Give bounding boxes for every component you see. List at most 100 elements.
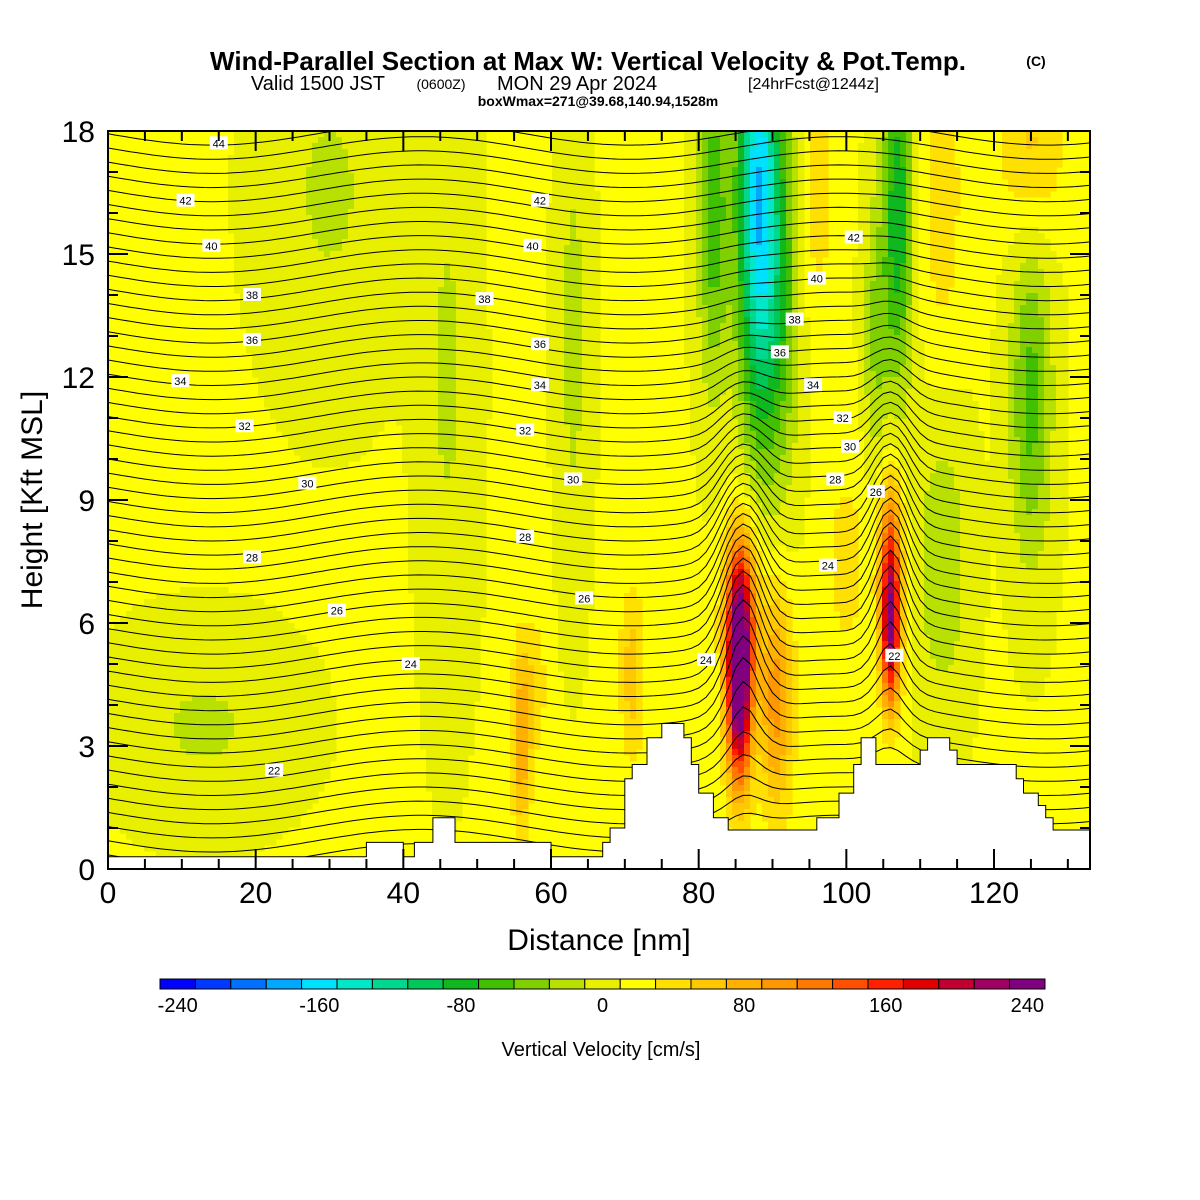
w-cell: [426, 695, 433, 702]
w-cell: [246, 149, 253, 156]
w-cell: [264, 719, 271, 726]
w-cell: [420, 137, 427, 144]
w-cell: [420, 251, 427, 258]
w-cell: [156, 629, 163, 636]
w-cell: [114, 731, 121, 738]
w-cell: [552, 179, 559, 186]
w-cell: [126, 707, 133, 714]
w-cell: [264, 623, 271, 630]
w-cell: [234, 137, 241, 144]
w-cell: [438, 449, 445, 456]
w-cell: [366, 329, 373, 336]
w-cell: [240, 755, 247, 762]
w-cell: [432, 161, 439, 168]
w-cell: [294, 179, 301, 186]
w-cell: [168, 827, 175, 834]
w-cell: [486, 347, 493, 354]
w-cell: [258, 617, 265, 624]
w-cell: [462, 359, 469, 366]
w-cell: [456, 209, 463, 216]
w-cell: [234, 635, 241, 642]
w-cell: [306, 263, 313, 270]
w-cell: [318, 269, 325, 276]
w-cell: [366, 173, 373, 180]
w-cell: [420, 233, 427, 240]
w-cell: [294, 143, 301, 150]
w-cell: [210, 647, 217, 654]
w-cell: [150, 677, 157, 684]
w-cell: [462, 719, 469, 726]
w-cell: [168, 845, 175, 852]
w-cell: [408, 203, 415, 210]
w-cell: [444, 143, 451, 150]
w-cell: [468, 737, 475, 744]
w-cell: [312, 233, 319, 240]
valid-time-label: Valid 1500 JST: [251, 73, 385, 95]
w-cell: [234, 773, 241, 780]
w-cell: [324, 743, 331, 750]
w-cell: [420, 347, 427, 354]
w-cell: [186, 725, 193, 732]
w-cell: [444, 137, 451, 144]
w-cell: [348, 185, 355, 192]
w-cell: [564, 503, 571, 510]
w-cell: [300, 179, 307, 186]
w-cell: [546, 365, 553, 372]
w-cell: [396, 257, 403, 264]
w-cell: [330, 365, 337, 372]
w-cell: [450, 767, 457, 774]
w-cell: [306, 257, 313, 264]
w-cell: [354, 203, 361, 210]
w-cell: [516, 803, 523, 810]
w-cell: [162, 635, 169, 642]
w-cell: [252, 815, 259, 822]
w-cell: [414, 191, 421, 198]
w-cell: [240, 209, 247, 216]
w-cell: [396, 197, 403, 204]
w-cell: [558, 269, 565, 276]
w-cell: [282, 785, 289, 792]
w-cell: [240, 779, 247, 786]
w-cell: [462, 569, 469, 576]
w-cell: [174, 839, 181, 846]
w-cell: [582, 179, 589, 186]
w-cell: [180, 635, 187, 642]
w-cell: [318, 701, 325, 708]
w-cell: [240, 851, 247, 858]
w-cell: [396, 215, 403, 222]
w-cell: [456, 725, 463, 732]
w-cell: [204, 689, 211, 696]
w-cell: [468, 599, 475, 606]
w-cell: [426, 347, 433, 354]
w-cell: [420, 203, 427, 210]
w-cell: [354, 293, 361, 300]
w-cell: [174, 743, 181, 750]
w-cell: [318, 395, 325, 402]
w-cell: [444, 407, 451, 414]
w-cell: [450, 719, 457, 726]
w-cell: [252, 803, 259, 810]
w-cell: [342, 173, 349, 180]
w-cell: [414, 167, 421, 174]
w-cell: [330, 251, 337, 258]
w-cell: [198, 845, 205, 852]
w-cell: [450, 227, 457, 234]
w-cell: [234, 731, 241, 738]
w-cell: [252, 317, 259, 324]
w-cell: [408, 221, 415, 228]
w-cell: [318, 233, 325, 240]
w-cell: [114, 791, 121, 798]
w-cell: [426, 299, 433, 306]
w-cell: [414, 395, 421, 402]
w-cell: [402, 377, 409, 384]
w-cell: [270, 179, 277, 186]
w-cell: [372, 353, 379, 360]
w-cell: [480, 533, 487, 540]
w-cell: [252, 173, 259, 180]
w-cell: [558, 605, 565, 612]
w-cell: [312, 713, 319, 720]
w-cell: [228, 851, 235, 858]
w-cell: [252, 599, 259, 606]
w-cell: [480, 323, 487, 330]
w-cell: [396, 335, 403, 342]
